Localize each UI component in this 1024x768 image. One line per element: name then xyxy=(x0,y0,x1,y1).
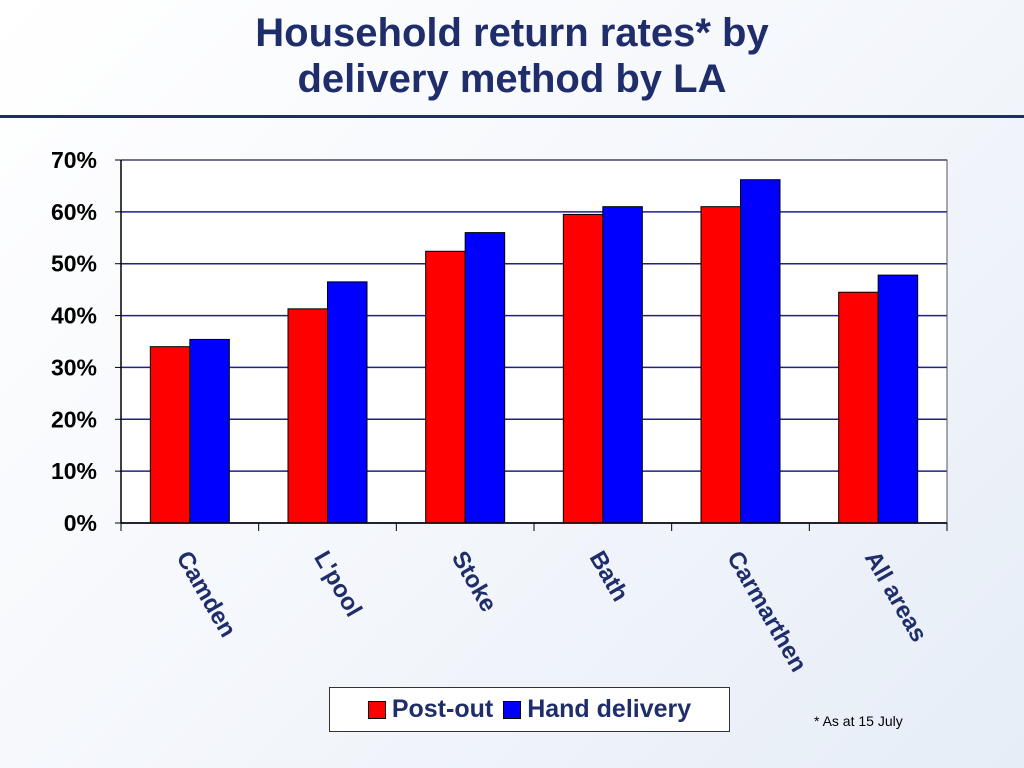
legend-item-hand-delivery: Hand delivery xyxy=(503,695,691,724)
bar-hand-delivery xyxy=(740,179,781,524)
legend-label-hand-delivery: Hand delivery xyxy=(527,695,692,723)
title-line-2: delivery method by LA xyxy=(297,57,727,101)
bar-hand-delivery xyxy=(189,338,230,524)
bar-post-out xyxy=(838,291,879,524)
y-tick-label: 50% xyxy=(51,251,97,277)
x-tick-label: All areas xyxy=(859,547,932,647)
y-tick-label: 30% xyxy=(51,354,97,380)
y-tick-label: 0% xyxy=(64,510,97,536)
legend-label-post-out: Post-out xyxy=(391,695,494,723)
legend-swatch-hand-delivery xyxy=(503,700,522,719)
bar-post-out xyxy=(700,206,741,524)
bar-post-out xyxy=(425,250,466,524)
x-tick-label: Stoke xyxy=(446,547,502,617)
title-divider xyxy=(0,115,1024,118)
bar-hand-delivery xyxy=(327,281,368,524)
bar-hand-delivery xyxy=(602,206,643,524)
bar-hand-delivery xyxy=(464,232,506,524)
x-tick-label: Bath xyxy=(584,547,634,607)
plot-area xyxy=(121,160,947,523)
y-tick-label: 20% xyxy=(51,406,97,432)
x-tick-label: Camden xyxy=(171,547,242,643)
y-tick-label: 40% xyxy=(51,303,97,329)
y-tick-label: 60% xyxy=(51,199,97,225)
bar-post-out xyxy=(149,346,191,524)
bar-hand-delivery xyxy=(877,274,919,524)
bar-post-out xyxy=(562,213,604,524)
y-tick-label: 10% xyxy=(51,458,97,484)
legend-item-post-out: Post-out xyxy=(367,695,494,724)
y-tick-label: 70% xyxy=(51,147,97,173)
legend-swatch-post-out xyxy=(367,700,386,719)
footnote: * As at 15 July xyxy=(814,713,903,729)
bar-post-out xyxy=(287,308,328,524)
x-tick-label: L'pool xyxy=(308,547,367,622)
chart-legend: Post-out Hand delivery xyxy=(329,687,730,732)
chart-title: Household return rates* by delivery meth… xyxy=(0,10,1024,102)
x-tick-label: Carmarthen xyxy=(721,547,812,677)
title-line-1: Household return rates* by xyxy=(255,11,769,55)
